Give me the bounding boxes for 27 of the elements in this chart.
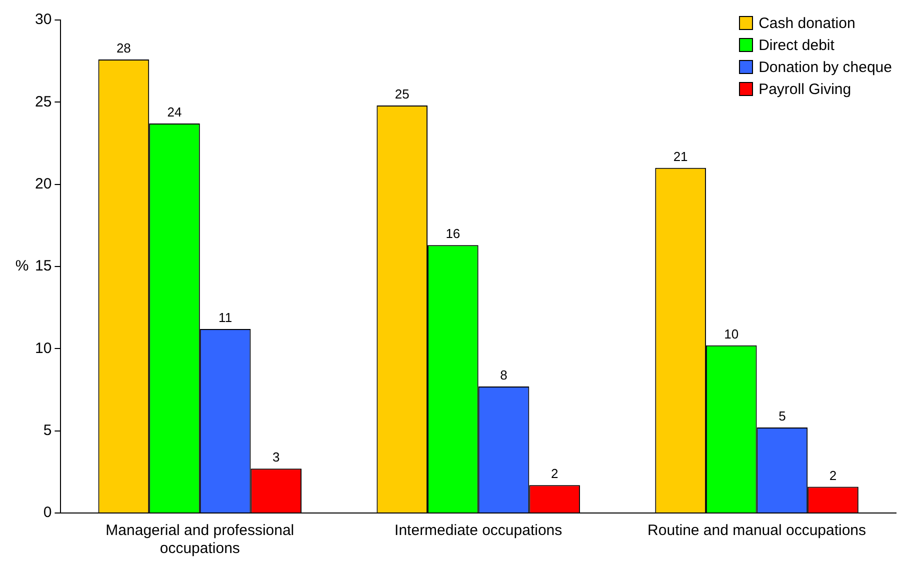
legend-label: Payroll Giving <box>758 80 852 98</box>
y-tick-label: 0 <box>43 504 52 522</box>
data-label: 16 <box>446 226 460 242</box>
y-tick-label: 5 <box>43 422 52 439</box>
y-tick-label: 20 <box>34 175 52 192</box>
data-label: 5 <box>778 408 786 424</box>
y-tick-label: 25 <box>34 93 52 110</box>
x-tick-label: Routine and manual occupations <box>648 522 866 540</box>
data-label: 2 <box>550 466 558 482</box>
x-tick-label: Intermediate occupations <box>394 522 562 540</box>
x-tick-label: Managerial and professional occupations <box>106 522 294 558</box>
data-label: 28 <box>116 40 131 56</box>
y-tick-label: 30 <box>34 11 52 28</box>
data-label: 3 <box>272 450 280 465</box>
y-tick-label: 15 <box>34 258 52 275</box>
data-label: 8 <box>500 368 508 383</box>
legend-label: Donation by cheque <box>758 58 892 76</box>
data-label: 2 <box>829 468 837 483</box>
y-tick-label: 10 <box>34 340 52 357</box>
legend-label: Direct debit <box>758 36 834 54</box>
data-label: 21 <box>673 148 688 164</box>
data-label: 10 <box>724 326 739 342</box>
data-label: 25 <box>394 86 410 102</box>
y-axis-title: % <box>15 258 29 275</box>
legend-label: Cash donation <box>758 14 856 32</box>
data-label: 11 <box>218 310 232 326</box>
data-label: 24 <box>167 104 182 120</box>
